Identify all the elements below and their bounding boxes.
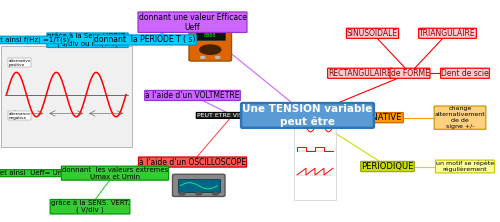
Circle shape	[200, 56, 205, 58]
Text: RECTANGULAIRE: RECTANGULAIRE	[328, 69, 392, 78]
Text: à l'aide d'un VOLTMETRE: à l'aide d'un VOLTMETRE	[145, 91, 240, 100]
Text: alternance
négative: alternance négative	[8, 111, 30, 120]
Text: Une TENSION variable
peut être: Une TENSION variable peut être	[242, 104, 372, 127]
Text: et ainsi  Ueff= Umax/V2: et ainsi Ueff= Umax/V2	[0, 170, 84, 176]
FancyBboxPatch shape	[178, 179, 220, 192]
Text: grâce à la SENS. VERT.
( V/div ): grâce à la SENS. VERT. ( V/div )	[50, 199, 130, 214]
Text: ALTERNATIVE: ALTERNATIVE	[348, 113, 403, 122]
Text: Dent de scie: Dent de scie	[441, 69, 489, 78]
Circle shape	[212, 192, 218, 195]
Text: TRIANGULAIRE: TRIANGULAIRE	[419, 29, 476, 38]
Text: PERIODIQUE: PERIODIQUE	[362, 162, 414, 171]
Text: SINUSOÏDALE: SINUSOÏDALE	[347, 29, 398, 38]
Text: à l'aide d'un OSCILLOSCOPE: à l'aide d'un OSCILLOSCOPE	[139, 158, 246, 166]
Circle shape	[196, 192, 202, 195]
Text: donnant  les valeurs extremes
Umax et Umin: donnant les valeurs extremes Umax et Umi…	[62, 167, 168, 180]
FancyBboxPatch shape	[172, 174, 225, 196]
Text: change
alternativement
de de
signe +/-: change alternativement de de signe +/-	[434, 107, 486, 129]
Text: donnant  la PERIODE T ( s): donnant la PERIODE T ( s)	[94, 36, 196, 44]
Text: PEUT ETRE VISUALISES: PEUT ETRE VISUALISES	[197, 113, 268, 118]
FancyBboxPatch shape	[294, 110, 337, 200]
Circle shape	[180, 192, 185, 195]
Circle shape	[216, 56, 220, 58]
Text: un motif se répète
régulièrement: un motif se répète régulièrement	[436, 161, 494, 172]
Text: 8888: 8888	[204, 33, 216, 38]
Text: de FORME: de FORME	[390, 69, 430, 78]
FancyBboxPatch shape	[1, 46, 132, 147]
Text: grâce à la Sens.HORIZ.
( s/div ou ms/div): grâce à la Sens.HORIZ. ( s/div ou ms/div…	[48, 33, 128, 47]
FancyBboxPatch shape	[196, 31, 225, 40]
FancyBboxPatch shape	[189, 27, 232, 61]
Circle shape	[200, 45, 221, 54]
Text: alternative
positivo: alternative positivo	[8, 59, 31, 67]
Text: donnant une valeur Efficace
Ueff: donnant une valeur Efficace Ueff	[138, 12, 246, 32]
Text: et ainsi f(Hz) =1/T(s): et ainsi f(Hz) =1/T(s)	[0, 37, 69, 43]
